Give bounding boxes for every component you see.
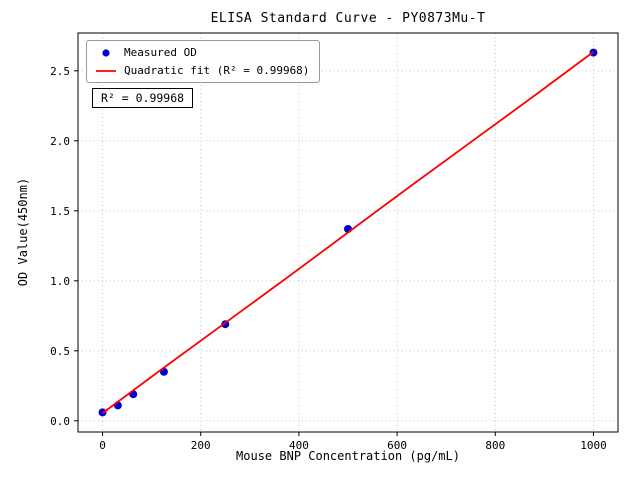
- chart-title: ELISA Standard Curve - PY0873Mu-T: [210, 11, 486, 26]
- gridlines: [78, 33, 618, 432]
- svg-text:200: 200: [191, 439, 211, 452]
- legend-label: Measured OD: [124, 46, 197, 59]
- svg-text:400: 400: [289, 439, 309, 452]
- svg-text:0.5: 0.5: [50, 345, 70, 358]
- legend-label: Quadratic fit (R² = 0.99968): [124, 64, 310, 77]
- svg-text:2.0: 2.0: [50, 135, 70, 148]
- legend-entry-measured-od: Measured OD: [95, 46, 309, 59]
- scatter-dot-icon: [102, 48, 110, 57]
- plot-border: [77, 32, 619, 433]
- r-squared-annotation: R² = 0.99968: [92, 88, 194, 108]
- svg-text:800: 800: [485, 439, 505, 452]
- legend-entry-quadratic-fit: Quadratic fit (R² = 0.99968): [95, 64, 309, 77]
- fit-line-icon: [96, 69, 116, 72]
- svg-text:1000: 1000: [580, 439, 607, 452]
- svg-text:1.5: 1.5: [50, 205, 70, 218]
- y-axis-label: OD Value(450nm): [16, 177, 30, 287]
- svg-text:2.5: 2.5: [50, 65, 70, 78]
- svg-text:0: 0: [99, 439, 106, 452]
- svg-text:600: 600: [387, 439, 407, 452]
- svg-text:1.0: 1.0: [50, 275, 70, 288]
- svg-text:0.0: 0.0: [50, 415, 70, 428]
- fit-line-series: [102, 51, 594, 414]
- legend: Measured OD Quadratic fit (R² = 0.99968): [86, 40, 321, 83]
- x-axis-ticks: 0 200 400 600 800 1000: [99, 432, 607, 452]
- x-axis-label: Mouse BNP Concentration (pg/mL): [236, 449, 460, 463]
- y-axis-ticks: 0.0 0.5 1.0 1.5 2.0 2.5: [50, 65, 78, 428]
